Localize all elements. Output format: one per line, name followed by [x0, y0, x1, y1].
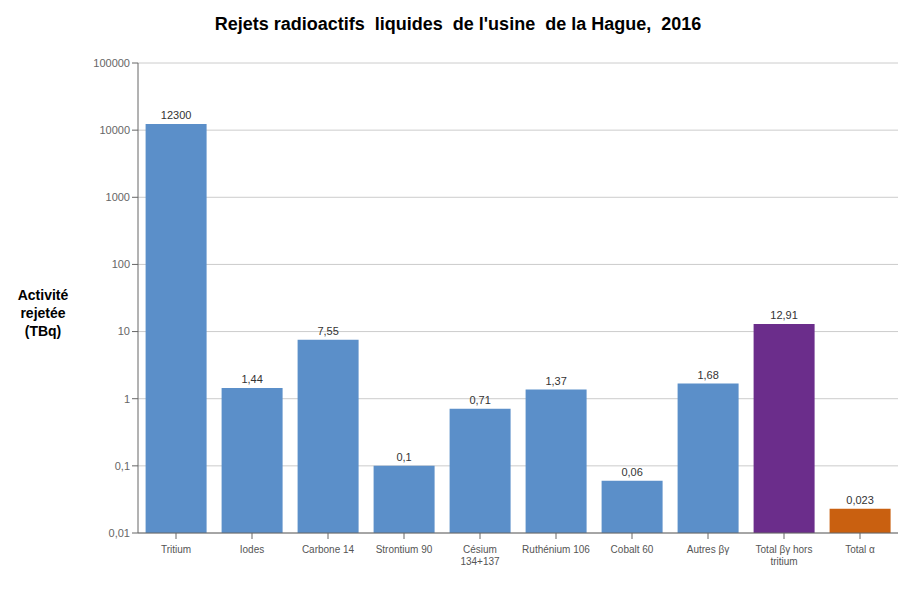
svg-text:10000: 10000: [99, 124, 130, 136]
svg-text:0,1: 0,1: [396, 451, 411, 463]
svg-text:Carbone 14: Carbone 14: [302, 544, 355, 555]
svg-text:0,06: 0,06: [621, 466, 642, 478]
svg-text:1,37: 1,37: [545, 375, 566, 387]
svg-text:12300: 12300: [161, 109, 192, 121]
svg-text:1000: 1000: [106, 191, 130, 203]
svg-text:Césium134+137: Césium134+137: [460, 544, 500, 567]
svg-text:Ruthénium 106: Ruthénium 106: [522, 544, 590, 555]
svg-text:1,44: 1,44: [241, 373, 262, 385]
svg-text:1,68: 1,68: [697, 369, 718, 381]
svg-text:10: 10: [118, 325, 130, 337]
svg-text:Tritium: Tritium: [161, 544, 191, 555]
svg-text:Cobalt 60: Cobalt 60: [611, 544, 654, 555]
svg-text:Total α: Total α: [845, 544, 875, 555]
svg-text:Autres βγ: Autres βγ: [687, 544, 729, 555]
svg-text:Iodes: Iodes: [240, 544, 264, 555]
svg-text:7,55: 7,55: [317, 325, 338, 337]
html-text:Activité: Activité: [17, 287, 69, 303]
svg-text:Strontium 90: Strontium 90: [376, 544, 433, 555]
html-text:rejetée: rejetée: [20, 305, 66, 321]
svg-text:0,1: 0,1: [115, 460, 130, 472]
svg-text:0,01: 0,01: [109, 527, 130, 539]
svg-text:12,91: 12,91: [770, 309, 798, 321]
svg-text:0,023: 0,023: [846, 494, 874, 506]
html-text:Rejets radioactifs liquides de: Rejets radioactifs liquides de l'usine d…: [214, 14, 702, 34]
svg-text:0,71: 0,71: [469, 394, 490, 406]
svg-text:100000: 100000: [93, 57, 130, 69]
svg-text:1: 1: [124, 393, 130, 405]
svg-text:100: 100: [112, 258, 130, 270]
html-text:(TBq): (TBq): [24, 323, 62, 339]
svg-text:Total βγ horstritium: Total βγ horstritium: [756, 544, 813, 567]
